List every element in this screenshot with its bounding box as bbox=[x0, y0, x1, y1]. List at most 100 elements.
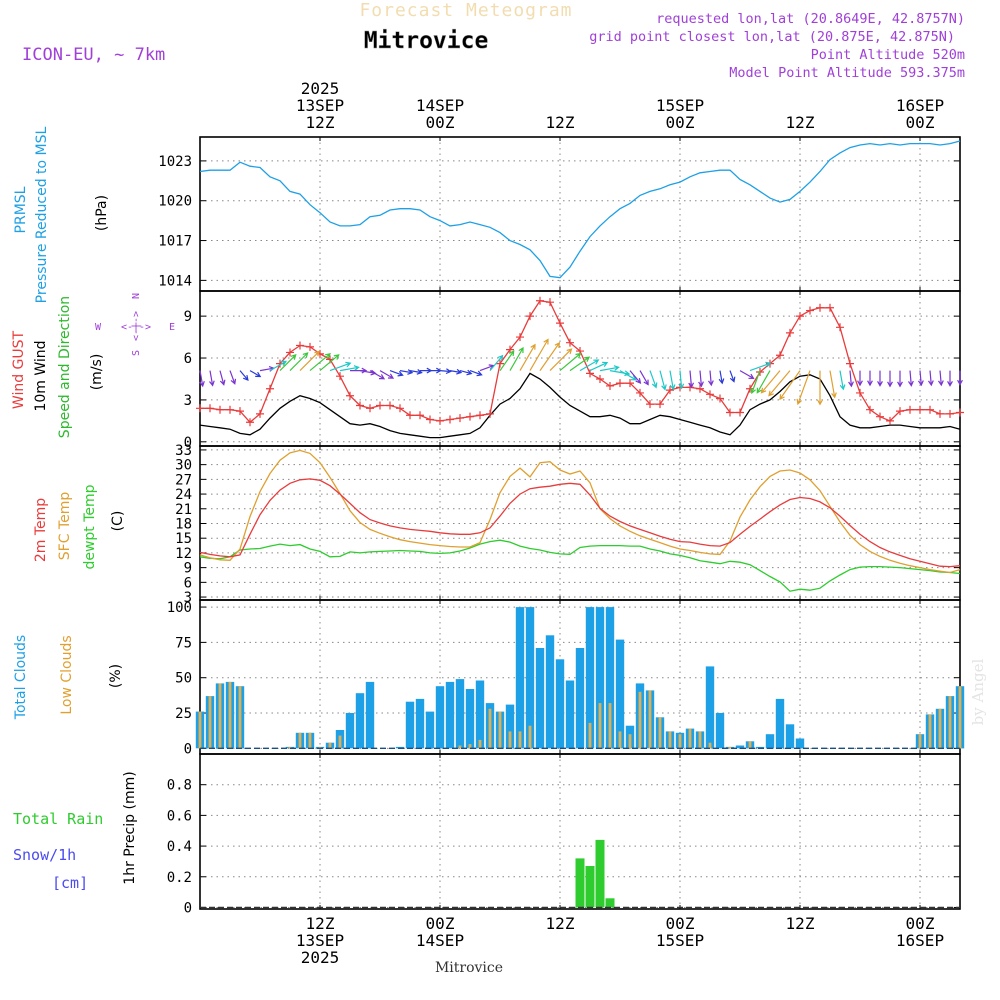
time-axis-label: 12Z bbox=[546, 914, 575, 933]
gust-marker bbox=[776, 351, 784, 360]
wind-arrow bbox=[779, 370, 801, 401]
wind-arrow bbox=[629, 370, 642, 384]
pressure-label-long: Pressure Reduced to MSL bbox=[34, 126, 50, 303]
total-cloud-bar bbox=[565, 680, 575, 749]
time-axis-label: 12Z bbox=[786, 113, 815, 132]
gust-marker bbox=[616, 379, 624, 388]
low-cloud-bar bbox=[728, 746, 732, 749]
wind-arrow bbox=[539, 341, 561, 371]
wind-arrow bbox=[549, 348, 573, 372]
low-cloud-bar bbox=[628, 734, 632, 749]
gust-marker bbox=[606, 381, 614, 390]
panel-wind: 0 3 6 9 Wind GUST 10m Wind Speed and Direct… bbox=[11, 291, 964, 451]
gust-marker bbox=[486, 409, 494, 418]
wind-arrow bbox=[708, 370, 714, 387]
wind-arrow bbox=[957, 370, 963, 386]
wind-arrow bbox=[579, 359, 600, 372]
total-cloud-bar bbox=[465, 689, 475, 749]
y-tick-label: 0 bbox=[184, 435, 192, 451]
wind-arrow bbox=[749, 361, 772, 372]
wind-arrow bbox=[219, 370, 226, 386]
wind-arrow bbox=[269, 360, 287, 372]
low-cloud-bar bbox=[458, 745, 462, 749]
time-axis-label: 00Z bbox=[666, 914, 695, 933]
wind-arrow bbox=[796, 370, 811, 406]
total-cloud-bar bbox=[535, 648, 545, 749]
y-tick-label: 9 bbox=[184, 561, 192, 577]
y-tick-label: 1020 bbox=[158, 194, 192, 210]
gust-marker bbox=[396, 404, 404, 413]
wind-arrow bbox=[509, 346, 524, 371]
y-tick-label: 50 bbox=[175, 671, 192, 687]
gust-marker bbox=[306, 342, 314, 351]
wind-arrow bbox=[817, 370, 823, 406]
total-cloud-bar bbox=[505, 704, 515, 749]
panel-frame bbox=[199, 290, 961, 447]
low-cloud-bar bbox=[918, 734, 922, 749]
time-axis-label: 14SEP bbox=[416, 931, 464, 950]
wind-arrow bbox=[756, 370, 771, 394]
low-cloud-bar bbox=[488, 708, 492, 749]
dewpoint-temp-line bbox=[199, 539, 961, 592]
rain-bar bbox=[595, 839, 605, 908]
compass-east: E bbox=[169, 322, 175, 333]
time-axis-label: 00Z bbox=[906, 914, 935, 933]
y-tick-label: 0.4 bbox=[167, 839, 192, 855]
y-tick-label: 15 bbox=[175, 531, 192, 547]
wind-arrow bbox=[289, 352, 309, 372]
total-cloud-bar bbox=[785, 724, 795, 749]
precip-unit: 1hr Precip (mm) bbox=[122, 771, 138, 884]
low-cloud-bar bbox=[668, 731, 672, 749]
gust-marker bbox=[826, 303, 834, 312]
surface-temp-line bbox=[199, 449, 961, 574]
y-tick-label: 9 bbox=[184, 309, 192, 325]
low-cloud-bar bbox=[948, 696, 952, 749]
wind-arrow bbox=[259, 366, 275, 372]
y-tick-label: 0.6 bbox=[167, 808, 192, 824]
low-cloud-bar bbox=[598, 703, 602, 749]
gust-marker bbox=[256, 409, 264, 418]
gust-marker bbox=[196, 404, 204, 413]
wind-arrow bbox=[519, 343, 536, 371]
total-cloud-bar bbox=[605, 607, 615, 749]
y-tick-label: 18 bbox=[175, 516, 192, 532]
y-tick-label: 6 bbox=[184, 351, 192, 367]
2m-temp-line bbox=[199, 478, 961, 568]
low-cloud-bar bbox=[208, 696, 212, 749]
total-cloud-bar bbox=[405, 701, 415, 749]
gust-marker bbox=[666, 386, 674, 395]
temp-dewpt-label: dewpt Temp bbox=[82, 484, 98, 569]
wind-arrow bbox=[399, 369, 414, 375]
gust-marker bbox=[226, 405, 234, 414]
total-cloud-bar bbox=[455, 679, 465, 749]
low-cloud-bar bbox=[468, 744, 472, 749]
gust-marker bbox=[726, 408, 734, 417]
y-tick-label: 27 bbox=[175, 472, 192, 488]
pressure-label-prmsl: PRMSL bbox=[13, 186, 29, 233]
low-cloud-bar bbox=[328, 742, 332, 749]
low-cloud-bar bbox=[618, 731, 622, 749]
time-axis-label: 00Z bbox=[426, 914, 455, 933]
wind-arrow bbox=[409, 369, 423, 375]
gust-marker bbox=[436, 416, 444, 425]
wind-arrow bbox=[529, 338, 549, 371]
gust-marker bbox=[286, 348, 294, 357]
wind-arrow bbox=[239, 370, 249, 381]
time-axis-label: 12Z bbox=[306, 914, 335, 933]
gust-marker bbox=[546, 298, 554, 307]
wind-arrow bbox=[887, 370, 893, 388]
wind-arrow bbox=[848, 370, 854, 388]
model-label: ICON-EU, ~ 7km bbox=[22, 45, 165, 65]
wind-gust-line bbox=[200, 300, 961, 424]
gust-marker bbox=[846, 359, 854, 368]
gust-marker bbox=[416, 411, 424, 420]
y-tick-label: 24 bbox=[175, 487, 192, 503]
wind-arrow bbox=[829, 370, 837, 399]
time-axis-label: 16SEP bbox=[896, 96, 944, 115]
gust-marker bbox=[456, 414, 464, 423]
gust-marker bbox=[896, 407, 904, 416]
gust-marker bbox=[906, 405, 914, 414]
total-cloud-bar bbox=[775, 698, 785, 749]
